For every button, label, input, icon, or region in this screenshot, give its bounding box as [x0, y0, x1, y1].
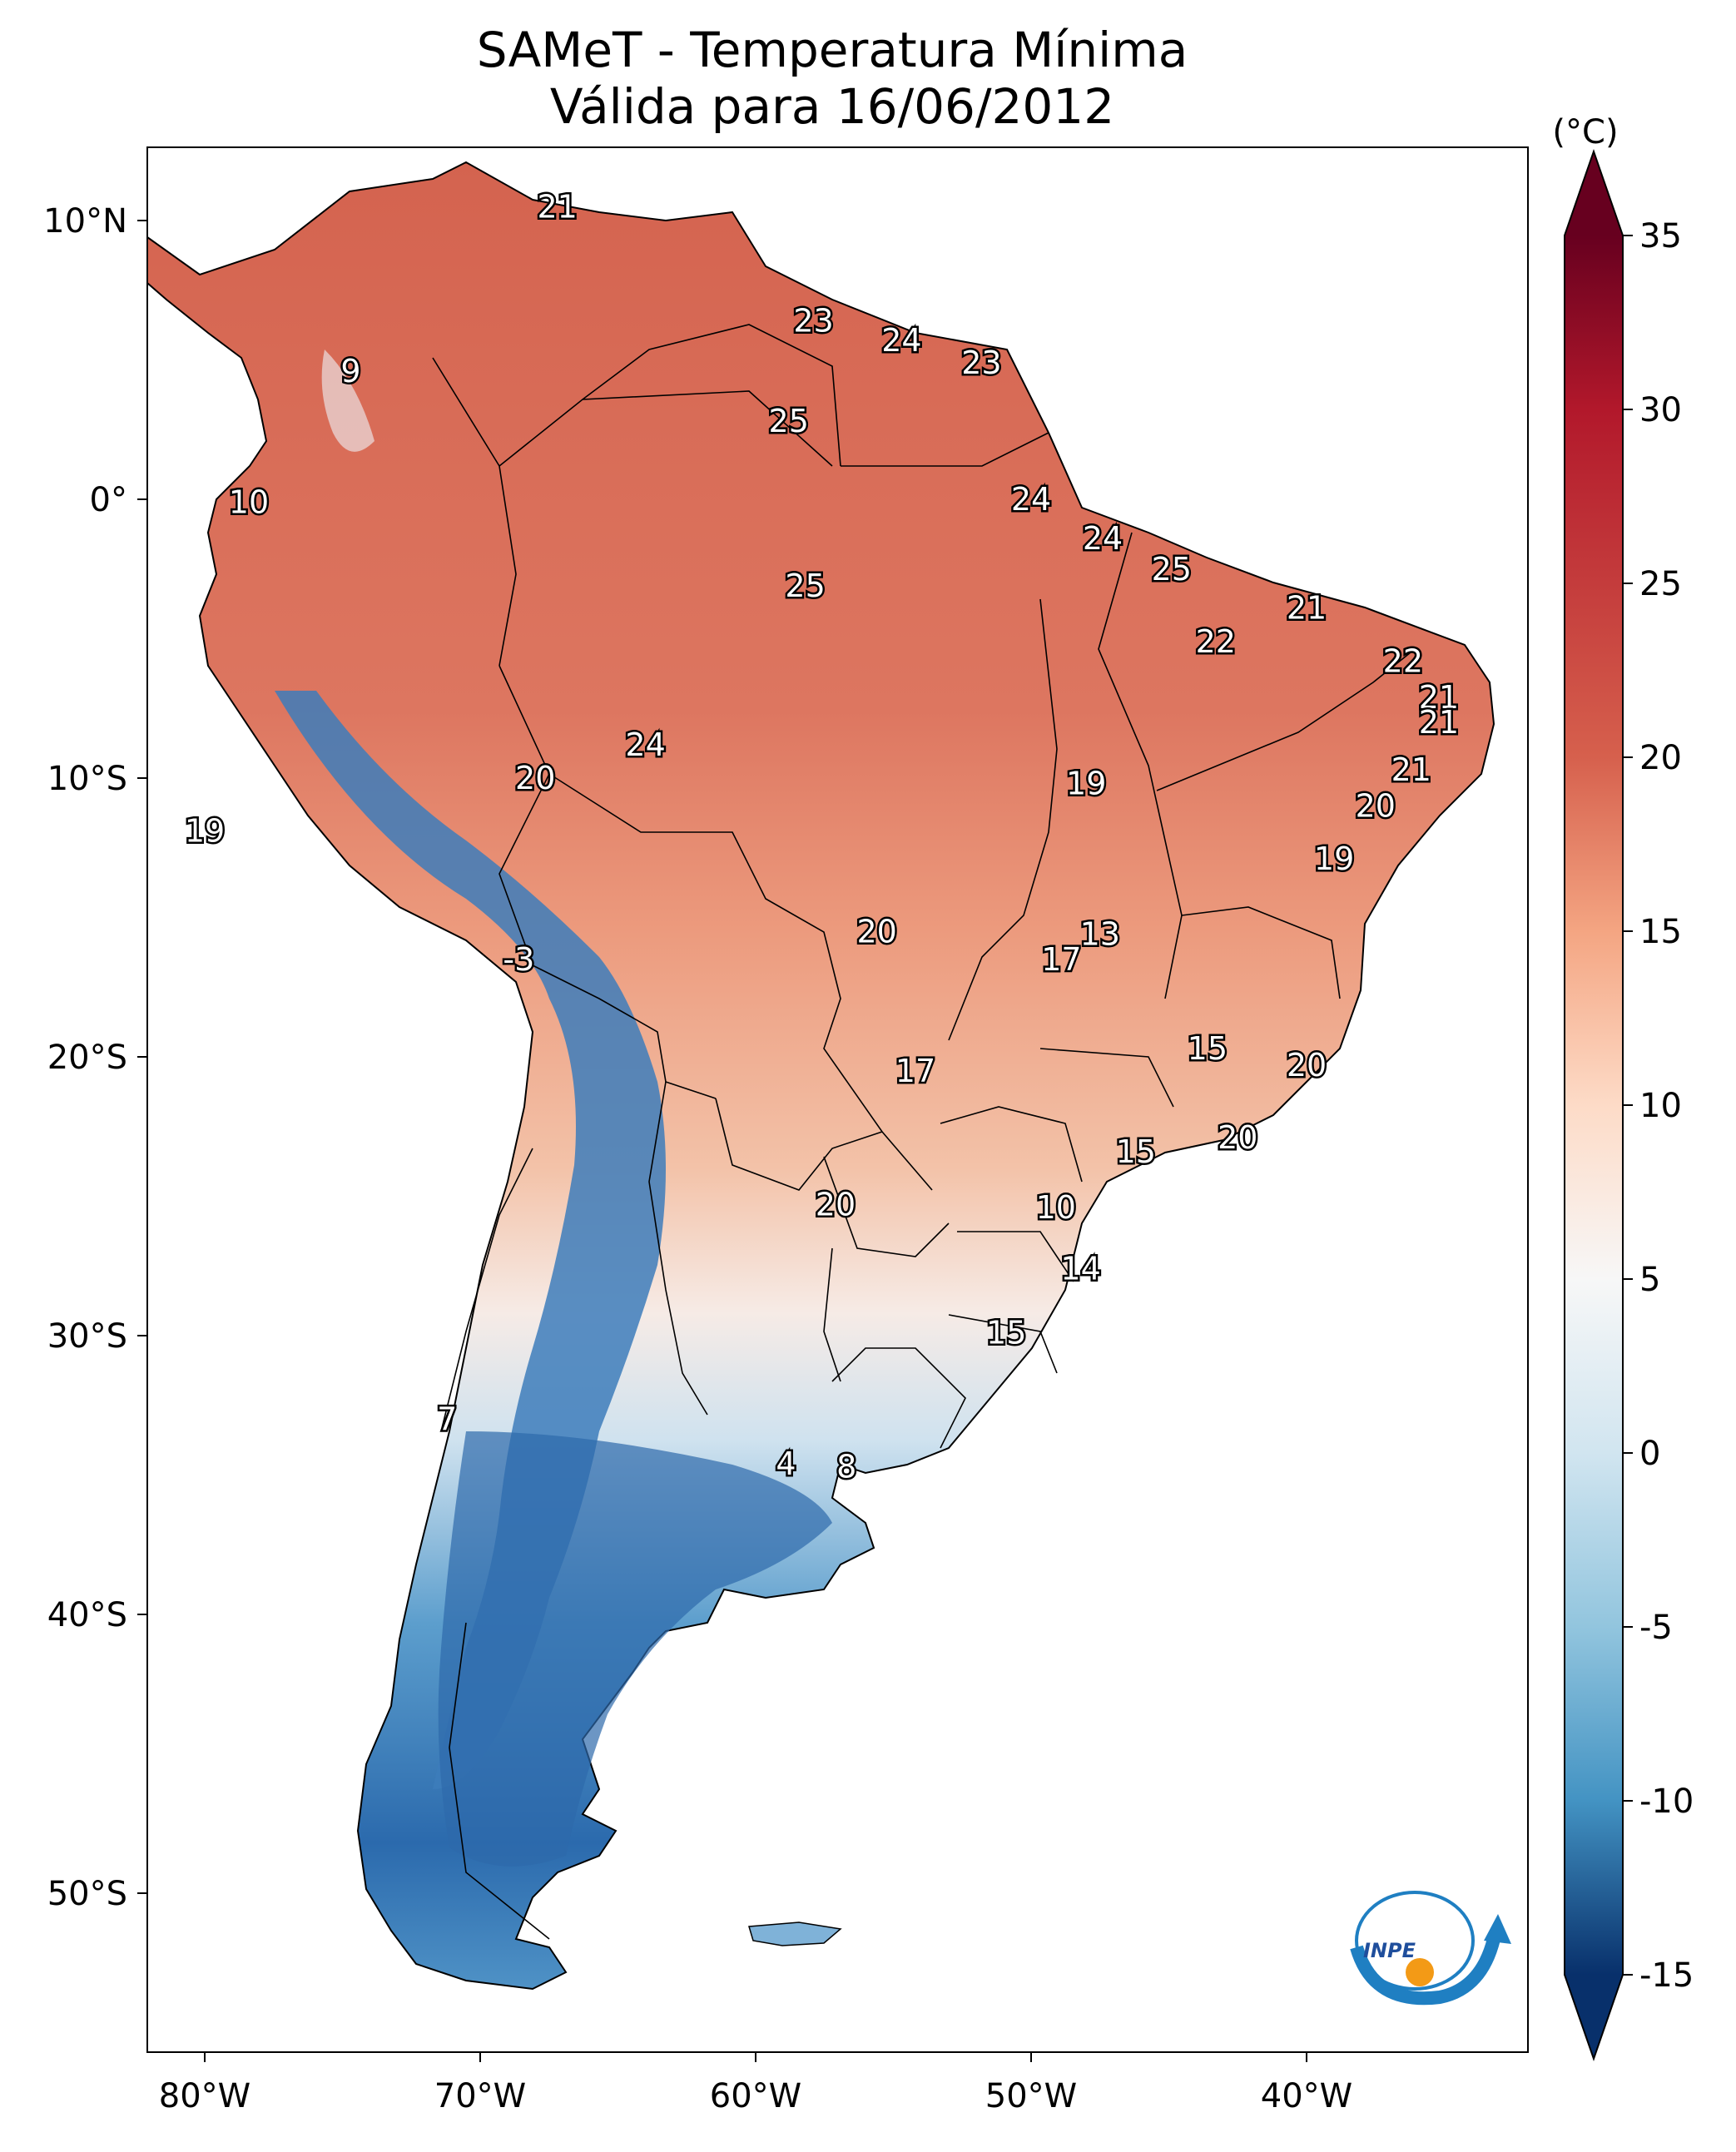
map-value-label: 20 — [1356, 788, 1396, 825]
colorbar-body — [1565, 236, 1623, 1975]
colorbar-tick-label: 25 — [1639, 565, 1682, 603]
map-value-label: 21 — [1419, 679, 1459, 716]
map-value-label: 24 — [1083, 520, 1123, 557]
map-value-label: 17 — [1041, 941, 1081, 978]
map-value-label: 9 — [340, 353, 360, 389]
map-value-label: 15 — [986, 1315, 1026, 1351]
inpe-logo-text: INPE — [1363, 1939, 1416, 1962]
country-borders — [432, 324, 1416, 1940]
colorbar-unit: (°C) — [1552, 113, 1618, 151]
map-value-label: 8 — [836, 1448, 856, 1485]
inpe-logo: INPE — [1350, 1891, 1511, 2006]
colorbar-tick-label: 15 — [1639, 913, 1682, 951]
map-value-label: 20 — [515, 760, 555, 796]
latitude-tick-label: 40°S — [47, 1596, 127, 1634]
map-value-label: 23 — [793, 303, 833, 340]
inpe-logo-arrow — [1484, 1914, 1511, 1944]
map-value-label: 24 — [1011, 481, 1051, 518]
map-value-label: 20 — [1287, 1047, 1327, 1083]
chart-title-line1: SAMeT - Temperatura Mínima — [476, 22, 1188, 78]
map-value-label: 15 — [1188, 1030, 1228, 1067]
map-value-label: 10 — [1036, 1189, 1076, 1226]
colorbar-tick-label: 5 — [1639, 1261, 1660, 1299]
map-value-label: 19 — [185, 813, 225, 850]
longitude-tick-label: 70°W — [434, 2077, 526, 2115]
colorbar-ticks: 35 30 25 20 15 10 5 0 -5 -10 -15 — [1623, 217, 1694, 1995]
colorbar-tick-label: 10 — [1639, 1087, 1682, 1125]
latitude-tick-label: 10°N — [43, 202, 127, 240]
map-value-label: 25 — [785, 568, 825, 604]
latitude-tick-label: 50°S — [47, 1875, 127, 1913]
falkland-islands — [748, 1921, 842, 1946]
map-value-label: 17 — [895, 1053, 935, 1089]
map-value-label: 24 — [881, 322, 921, 359]
map-value-label: 22 — [1196, 623, 1236, 660]
latitude-tick-label: 0° — [90, 481, 127, 519]
longitude-tick-label: 50°W — [985, 2077, 1077, 2115]
map-value-label: 19 — [1314, 840, 1354, 877]
map-value-label: 13 — [1080, 916, 1120, 953]
longitude-tick-label: 60°W — [710, 2077, 801, 2115]
map-value-label: 19 — [1066, 766, 1106, 802]
map-value-label: 20 — [1218, 1119, 1257, 1156]
inpe-logo-swoosh — [1350, 1936, 1500, 2006]
latitude-tick-labels: 10°N 0° 10°S 20°S 30°S 40°S 50°S — [43, 202, 147, 1913]
colorbar-tick-label: 30 — [1639, 391, 1682, 429]
map-value-label: 24 — [625, 726, 665, 763]
map-frame — [146, 146, 1529, 2053]
colorbar-tick-label: 35 — [1639, 217, 1682, 255]
colorbar-tick-label: -15 — [1639, 1956, 1694, 1995]
map-value-label: 14 — [1060, 1251, 1100, 1287]
map-value-label: 20 — [816, 1187, 856, 1223]
map-value-label: 22 — [1383, 642, 1423, 679]
colorbar-tick-label: 0 — [1639, 1435, 1660, 1473]
colorbar: 35 30 25 20 15 10 5 0 -5 -10 -15 (°C) — [1552, 113, 1694, 2062]
map-value-label: 15 — [1116, 1133, 1156, 1170]
colorbar-top-extension — [1565, 151, 1623, 236]
map-value-label: 10 — [229, 483, 269, 520]
latitude-tick-label: 20°S — [47, 1039, 127, 1077]
map-value-label: 25 — [769, 403, 809, 439]
patagonia-cold-region — [438, 1431, 832, 1867]
colorbar-tick-label: -10 — [1639, 1783, 1694, 1821]
map-value-label: 7 — [437, 1401, 457, 1438]
map-value-label: 21 — [538, 188, 578, 225]
map-value-label: -3 — [503, 941, 534, 978]
andes-warm-strip — [321, 350, 374, 452]
longitude-tick-label: 40°W — [1261, 2077, 1352, 2115]
colorbar-bottom-extension — [1565, 1975, 1623, 2059]
map-value-label: 21 — [1391, 751, 1431, 788]
map-value-label: 23 — [961, 345, 1001, 381]
map-value-label: 20 — [856, 913, 896, 950]
latitude-tick-label: 10°S — [47, 760, 127, 798]
latitude-tick-label: 30°S — [47, 1317, 127, 1356]
map-value-label: 21 — [1287, 590, 1327, 627]
map-value-label: 4 — [776, 1445, 796, 1482]
map-value-label: 25 — [1152, 551, 1192, 588]
colorbar-tick-label: -5 — [1639, 1609, 1673, 1647]
longitude-tick-labels: 80°W 70°W 60°W 50°W 40°W — [159, 2052, 1352, 2115]
inpe-logo-sun — [1406, 1958, 1434, 1986]
longitude-tick-label: 80°W — [159, 2077, 250, 2115]
colorbar-tick-label: 20 — [1639, 739, 1682, 777]
chart-title-line2: Válida para 16/06/2012 — [549, 78, 1115, 135]
map-value-label: 21 — [1419, 704, 1459, 741]
